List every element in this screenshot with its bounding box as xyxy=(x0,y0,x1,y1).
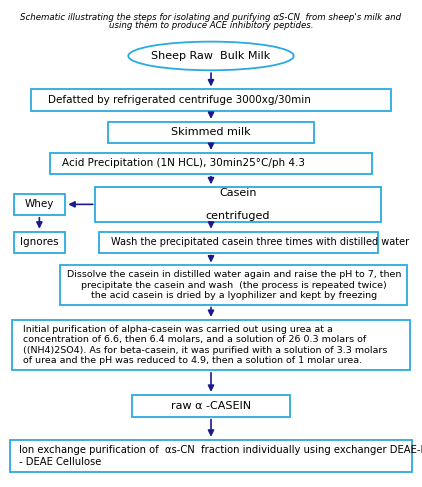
Text: Ignores: Ignores xyxy=(20,237,59,247)
Text: raw α -CASEIN: raw α -CASEIN xyxy=(171,401,251,411)
Text: Dissolve the casein in distilled water again and raise the pH to 7, then
precipi: Dissolve the casein in distilled water a… xyxy=(67,270,401,300)
Text: Sheep Raw  Bulk Milk: Sheep Raw Bulk Milk xyxy=(151,51,271,61)
Text: Wash the precipitated casein three times with distilled water: Wash the precipitated casein three times… xyxy=(111,237,409,247)
Text: Initial purification of alpha-casein was carried out using urea at a
concentrati: Initial purification of alpha-casein was… xyxy=(23,325,387,365)
Text: Skimmed milk: Skimmed milk xyxy=(171,127,251,137)
Text: Schematic illustrating the steps for isolating and purifying αS-CN  from sheep's: Schematic illustrating the steps for iso… xyxy=(20,13,402,22)
Text: Casein

centrifuged: Casein centrifuged xyxy=(206,188,270,221)
Text: Acid Precipitation (1N HCL), 30min25°C/ph 4.3: Acid Precipitation (1N HCL), 30min25°C/p… xyxy=(62,158,305,169)
Text: Defatted by refrigerated centrifuge 3000xg/30min: Defatted by refrigerated centrifuge 3000… xyxy=(48,95,311,105)
Text: Whey: Whey xyxy=(24,199,54,209)
Text: using them to produce ACE inhibitory peptides.: using them to produce ACE inhibitory pep… xyxy=(109,21,313,30)
Text: Ion exchange purification of  αs-CN  fraction individually using exchanger DEAE-: Ion exchange purification of αs-CN fract… xyxy=(19,445,422,467)
